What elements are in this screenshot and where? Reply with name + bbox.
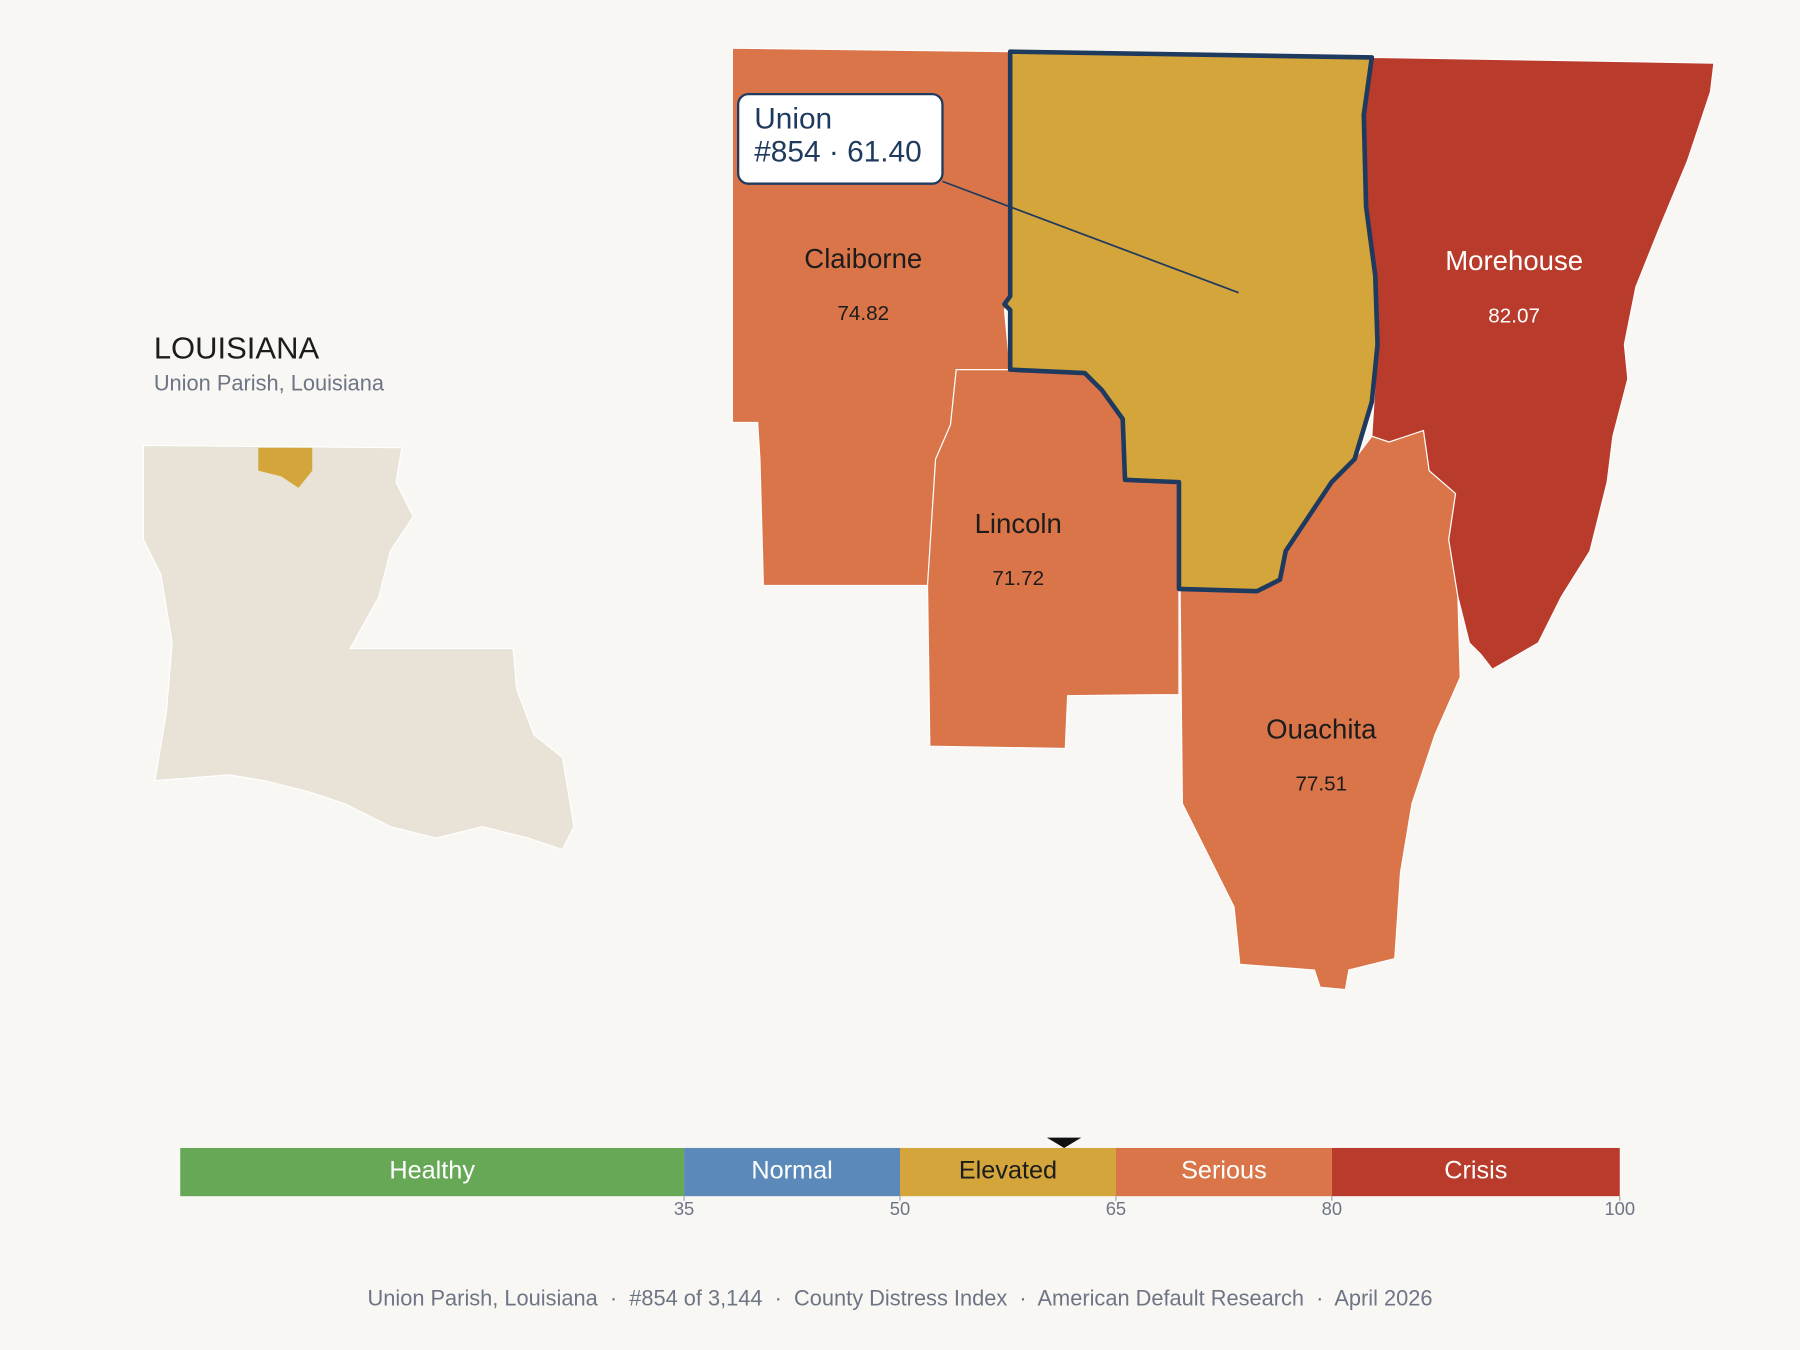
callout-name: Union	[754, 102, 832, 135]
scale-band	[684, 1147, 900, 1197]
scale-marker	[1046, 1137, 1082, 1148]
parish-score: 71.72	[992, 567, 1044, 590]
scale-band	[180, 1147, 685, 1197]
scale-band	[1115, 1147, 1332, 1197]
scale-band	[1331, 1147, 1620, 1197]
parish-name: Claiborne	[804, 243, 922, 274]
scale-band-label: Normal	[751, 1157, 832, 1185]
parish-layer: Claiborne 74.82 Lincoln 71.72 Ouachita 77.51 M…	[731, 47, 1715, 991]
footer: Union Parish, Louisiana · #854 of 3,144 …	[368, 1285, 1433, 1310]
scale-tick-label: 35	[674, 1198, 694, 1219]
scale-band	[900, 1147, 1116, 1197]
state-shape	[142, 444, 575, 851]
scale-tick-label: 80	[1322, 1198, 1342, 1219]
parish-score: 77.51	[1295, 773, 1347, 796]
callout-detail: #854 · 61.40	[754, 136, 922, 169]
scale-band-label: Elevated	[959, 1157, 1057, 1185]
scale-band-label: Crisis	[1444, 1157, 1507, 1185]
scale-tick-label: 50	[890, 1198, 910, 1219]
parish-score: 82.07	[1488, 304, 1540, 327]
scale-tick-label: 100	[1604, 1198, 1635, 1219]
parish-name: Ouachita	[1266, 714, 1377, 745]
parish-name: Lincoln	[975, 508, 1062, 539]
scale-band-label: Serious	[1181, 1157, 1267, 1185]
parish-name: Morehouse	[1445, 245, 1583, 276]
scale-tick-label: 65	[1106, 1198, 1126, 1219]
parish-score: 74.82	[837, 302, 889, 325]
selected-outline	[1002, 49, 1380, 594]
scale-bar: Healthy Normal Elevated Serious Crisis 35 50 65…	[180, 1137, 1635, 1219]
callout-box	[736, 92, 944, 185]
callout-leader	[942, 180, 1239, 294]
subtitle: Union Parish, Louisiana	[154, 370, 385, 395]
scale-band-label: Healthy	[389, 1157, 475, 1185]
state-inset	[142, 444, 575, 851]
title: LOUISIANA	[154, 330, 320, 365]
state-highlight	[258, 447, 313, 488]
